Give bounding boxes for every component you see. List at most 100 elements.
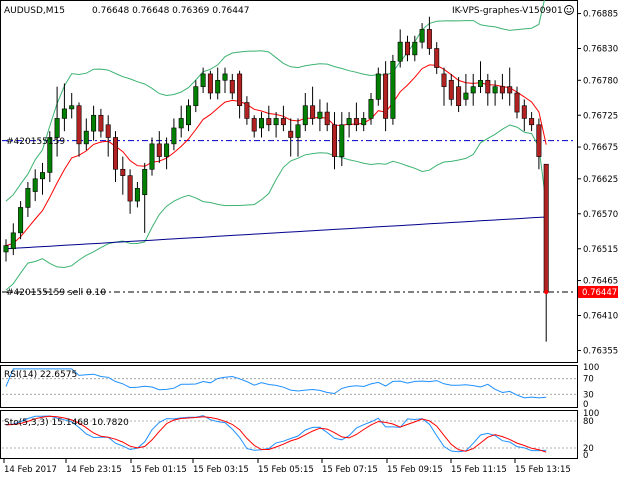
candle[interactable] (266, 105, 272, 132)
candle[interactable] (10, 223, 16, 256)
candle[interactable] (127, 169, 133, 214)
candle[interactable] (456, 77, 462, 113)
candle[interactable] (375, 67, 381, 106)
candle[interactable] (302, 93, 308, 132)
candle[interactable] (171, 118, 177, 151)
candle[interactable] (361, 112, 367, 132)
time-tick-label: 15 Feb 01:15 (131, 465, 187, 475)
time-tick-label: 14 Feb 23:15 (66, 465, 122, 475)
candle[interactable] (83, 118, 89, 151)
candle[interactable] (47, 131, 53, 182)
candle[interactable] (477, 61, 483, 93)
candle[interactable] (98, 108, 104, 138)
candle[interactable] (448, 73, 454, 106)
candle[interactable] (178, 105, 184, 138)
price-tick-label: 0.76515 (583, 245, 618, 255)
candle[interactable] (105, 115, 111, 157)
candle[interactable] (383, 61, 389, 132)
candle[interactable] (536, 118, 542, 170)
candle[interactable] (69, 93, 75, 119)
candle[interactable] (186, 99, 192, 132)
time-tick-label: 14 Feb 2017 (4, 465, 57, 475)
candle[interactable] (310, 86, 316, 125)
candle[interactable] (317, 99, 323, 132)
rsi-level-label: 70 (583, 375, 594, 385)
candle[interactable] (39, 162, 45, 195)
rsi-level-label: 0 (583, 400, 588, 410)
candle[interactable] (156, 131, 162, 163)
candle[interactable] (514, 86, 520, 119)
candle[interactable] (142, 162, 148, 233)
time-tick-label: 15 Feb 11:15 (451, 465, 507, 475)
time-tick-label: 15 Feb 05:15 (258, 465, 314, 475)
candle[interactable] (134, 182, 140, 208)
candle[interactable] (244, 96, 250, 125)
time-tick-label: 15 Feb 03:15 (193, 465, 249, 475)
candle[interactable] (470, 73, 476, 106)
candle[interactable] (434, 42, 440, 74)
candle[interactable] (164, 137, 170, 170)
candle[interactable] (295, 118, 301, 157)
candle[interactable] (499, 73, 505, 100)
candle[interactable] (54, 86, 60, 157)
candle[interactable] (222, 67, 228, 93)
candle[interactable] (288, 118, 294, 157)
sell-arrow-icon[interactable] (544, 289, 549, 295)
candle[interactable] (339, 112, 345, 167)
candle[interactable] (3, 239, 9, 262)
candle[interactable] (368, 93, 374, 125)
candle[interactable] (521, 99, 527, 132)
candle[interactable] (193, 80, 199, 113)
price-plot[interactable] (2, 0, 576, 342)
smiley-icon[interactable] (564, 5, 574, 15)
candle[interactable] (426, 16, 432, 55)
candle[interactable] (215, 67, 221, 100)
candle[interactable] (280, 105, 286, 132)
candle[interactable] (331, 112, 337, 170)
candle[interactable] (463, 73, 469, 106)
rsi-plot[interactable]: 100 70 300 (2, 363, 599, 410)
candle[interactable] (251, 115, 257, 138)
candle[interactable] (229, 73, 235, 100)
candle[interactable] (149, 137, 155, 176)
price-tick-label: 0.76885 (583, 10, 618, 20)
candle[interactable] (200, 67, 206, 93)
candle[interactable] (397, 29, 403, 68)
candle[interactable] (76, 102, 82, 157)
candle[interactable] (346, 112, 352, 138)
candle[interactable] (441, 67, 447, 106)
rsi-level-label: 30 (583, 390, 594, 400)
candle[interactable] (485, 73, 491, 106)
candle[interactable] (273, 112, 279, 138)
candle[interactable] (258, 112, 264, 138)
candle[interactable] (404, 35, 410, 62)
current-price-tag (578, 285, 618, 298)
candle[interactable] (529, 112, 535, 132)
price-tick-label: 0.76725 (583, 111, 618, 121)
candle[interactable] (61, 83, 67, 132)
candle[interactable] (120, 156, 126, 195)
symbol-timeframe-label: AUDUSD,M15 (4, 6, 65, 16)
price-tick-label: 0.76830 (583, 45, 618, 55)
price-tick-label: 0.76625 (583, 175, 618, 185)
candle[interactable] (113, 131, 119, 182)
candle[interactable] (207, 70, 213, 100)
candle[interactable] (419, 23, 425, 49)
candle[interactable] (25, 182, 31, 217)
candle[interactable] (412, 35, 418, 62)
candle[interactable] (507, 67, 513, 106)
candle[interactable] (353, 102, 359, 132)
bollinger-upper-line (5, 0, 545, 202)
candle[interactable] (237, 70, 243, 119)
candle[interactable] (492, 80, 498, 106)
candle[interactable] (32, 169, 38, 202)
stoch-level-label: 100 (583, 409, 599, 419)
candle[interactable] (324, 102, 330, 132)
candle[interactable] (18, 201, 24, 240)
candle[interactable] (390, 54, 396, 125)
candle[interactable] (91, 105, 97, 141)
rsi-level-label: 100 (583, 363, 599, 373)
rsi-line (5, 368, 547, 399)
